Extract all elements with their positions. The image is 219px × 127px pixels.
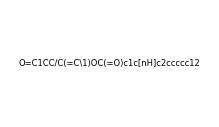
- Text: O=C1CC/C(=C\1)OC(=O)c1c[nH]c2ccccc12: O=C1CC/C(=C\1)OC(=O)c1c[nH]c2ccccc12: [19, 59, 200, 68]
